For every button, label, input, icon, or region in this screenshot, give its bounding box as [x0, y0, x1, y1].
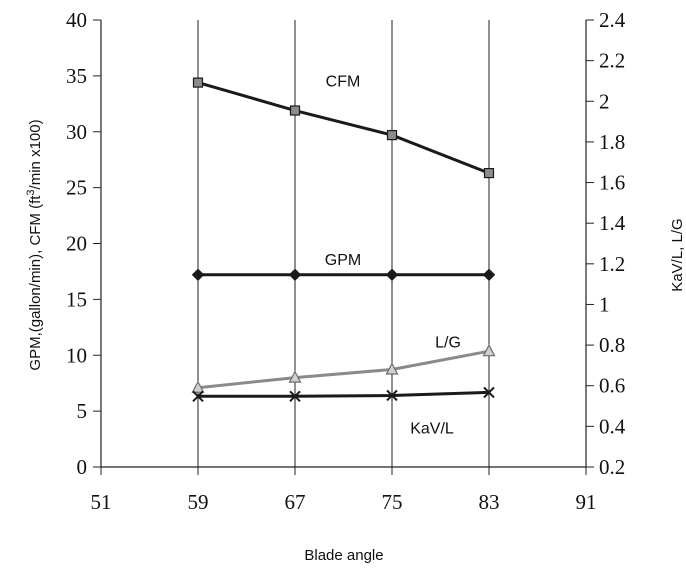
left-y-tick-label-15: 15	[66, 287, 87, 311]
left-y-tick-label-25: 25	[66, 176, 87, 200]
data-point-gpm-67	[288, 268, 302, 281]
left-y-tick-label-10: 10	[66, 343, 87, 367]
right-y-tick-label-1.6: 1.6	[599, 171, 625, 195]
right-y-axis-label: KaV/L, L/G	[669, 218, 686, 291]
data-point-kav-l-59	[192, 390, 204, 402]
data-point-kav-l-59-stroke-b	[192, 390, 204, 402]
x-tick-label-67: 67	[285, 490, 306, 514]
series-label-gpm: GPM	[325, 252, 361, 269]
right-y-tick-label-0.4: 0.4	[599, 414, 626, 438]
data-point-cfm-67	[289, 105, 301, 116]
data-point-cfm-75	[386, 130, 398, 141]
left-y-axis-label-main: GPM,(gallon/min), CFM (ft	[27, 195, 44, 371]
series-line-l-g	[197, 349, 490, 390]
data-point-l-g-59	[191, 380, 205, 393]
right-y-tick-label-2.2: 2.2	[599, 49, 625, 73]
data-point-l-g-67	[288, 370, 302, 383]
right-y-tick-label-1.8: 1.8	[599, 130, 625, 154]
right-y-tick-label-1.4: 1.4	[599, 211, 626, 235]
data-point-kav-l-75	[386, 389, 398, 402]
data-point-kav-l-83-stroke-b	[483, 386, 495, 399]
left-y-axis-label-tail: /min x100)	[27, 119, 44, 189]
series-layer	[191, 77, 496, 402]
x-tick-label-91: 91	[576, 490, 597, 514]
series-label-l-g: L/G	[435, 334, 461, 351]
data-point-l-g-83	[482, 343, 496, 357]
right-y-tick-label-1: 1	[599, 292, 610, 316]
right-y-tick-label-2.4: 2.4	[599, 8, 626, 32]
left-y-tick-label-30: 30	[66, 120, 87, 144]
data-point-gpm-83	[482, 268, 496, 281]
right-y-tick-label-0.8: 0.8	[599, 333, 625, 357]
data-point-cfm-83	[483, 167, 495, 179]
left-y-tick-label-5: 5	[77, 399, 88, 423]
left-y-tick-label-35: 35	[66, 64, 87, 88]
left-y-axis-label: GPM,(gallon/min), CFM (ft3/min x100)	[25, 119, 44, 370]
left-y-axis-label-superscript: 3	[25, 189, 37, 195]
data-point-l-g-75	[385, 362, 399, 375]
series-line-cfm	[197, 81, 490, 175]
labels-layer: 51 59 67 75 83 91 0 5 10 15 20 25 30 35 40 0.2 0.4 0.6 0.8…	[66, 8, 626, 514]
left-y-tick-label-0: 0	[77, 455, 88, 479]
x-tick-label-83: 83	[479, 490, 500, 514]
data-point-kav-l-67-stroke-b	[289, 390, 301, 402]
series-label-kav-l: KaV/L	[410, 420, 454, 437]
data-point-gpm-75	[385, 268, 399, 281]
left-y-tick-label-40: 40	[66, 8, 87, 32]
data-point-kav-l-75-stroke-b	[386, 389, 398, 402]
series-label-cfm: CFM	[326, 74, 361, 91]
left-y-tick-label-20: 20	[66, 232, 87, 256]
data-point-cfm-59	[192, 77, 204, 88]
x-axis-label: Blade angle	[304, 547, 383, 564]
data-point-gpm-59	[191, 268, 205, 281]
right-y-tick-label-2: 2	[599, 89, 610, 113]
data-point-kav-l-83	[483, 386, 495, 399]
right-y-tick-label-1.2: 1.2	[599, 252, 625, 276]
right-y-tick-label-0.2: 0.2	[599, 455, 625, 479]
axes	[93, 19, 594, 475]
right-y-tick-label-0.6: 0.6	[599, 374, 625, 398]
series-line-kav-l	[198, 390, 490, 398]
data-point-kav-l-67	[289, 390, 301, 402]
x-tick-label-51: 51	[91, 490, 112, 514]
x-tick-label-59: 59	[188, 490, 209, 514]
x-tick-label-75: 75	[382, 490, 403, 514]
